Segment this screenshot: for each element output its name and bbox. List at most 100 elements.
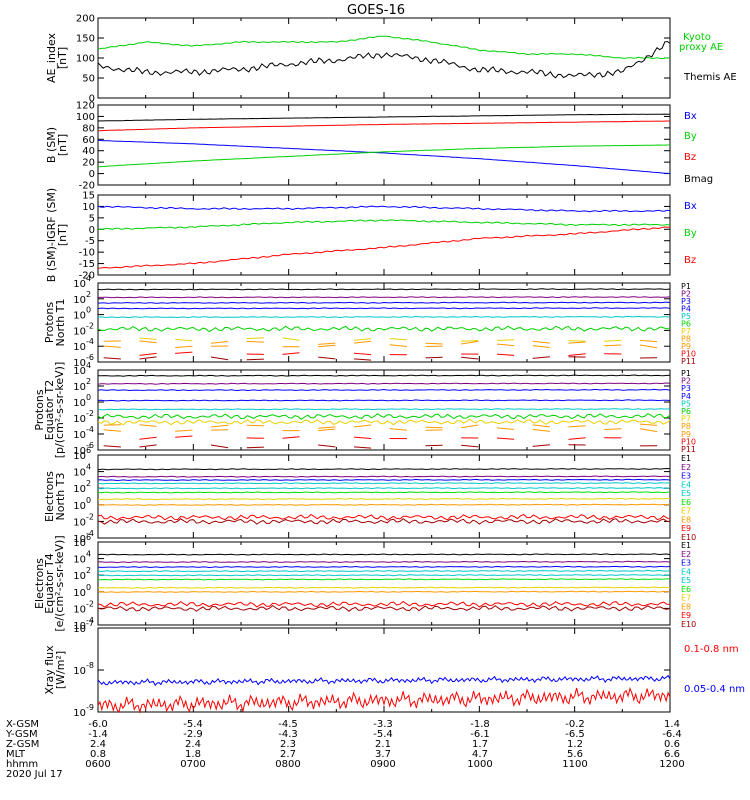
channel-line [97, 586, 671, 589]
channel-label: P8 [681, 422, 691, 431]
footer-value: -2.9 [183, 729, 203, 740]
channel-line [318, 444, 336, 448]
channel-label: P9 [681, 342, 691, 351]
channel-line [353, 446, 372, 449]
channel-line [97, 491, 671, 494]
y-axis-label: Protons [43, 302, 56, 343]
channel-line [97, 478, 671, 482]
y-tick-label: 10 [73, 366, 86, 377]
panel-frame [97, 282, 671, 363]
channel-line [97, 315, 671, 319]
channel-label: E9 [681, 611, 691, 620]
y-tick-exponent: -8 [86, 661, 94, 670]
series-line [97, 113, 670, 122]
channel-line [97, 382, 671, 385]
footer-value: 1.7 [472, 739, 488, 750]
channel-label: P3 [681, 384, 691, 393]
y-tick-label: -5 [85, 236, 95, 247]
footer-value: 5.6 [567, 749, 583, 760]
y-tick-label: 10 [73, 430, 86, 441]
channel-label: P11 [681, 445, 696, 454]
channel-label: E8 [681, 515, 691, 524]
y-tick-label: 10 [73, 311, 86, 322]
y-tick-label: 10 [73, 571, 86, 582]
y-tick-exponent: 6 [86, 533, 91, 542]
channel-line [97, 482, 671, 485]
channel-label: E6 [681, 498, 691, 507]
channel-label: E2 [681, 550, 691, 559]
channel-label: P10 [681, 350, 696, 359]
channel-label: E7 [681, 594, 691, 603]
channel-line [175, 351, 193, 354]
channel-line [532, 428, 550, 432]
channel-line [353, 358, 372, 361]
y-tick-label: -15 [79, 259, 95, 270]
y-tick-exponent: -4 [86, 337, 94, 346]
y-tick-label: -20 [79, 271, 95, 282]
y-axis-label: B (SM)-IGRF (SM) [45, 188, 58, 282]
y-axis-label: [nT] [56, 134, 69, 156]
channel-line [461, 340, 479, 345]
channel-line [97, 604, 671, 612]
footer-row-label: MLT [6, 749, 26, 760]
y-tick-label: 120 [76, 101, 95, 112]
footer-value: -1.8 [470, 719, 490, 730]
y-tick-label: 0 [89, 169, 95, 180]
y-tick-exponent: 4 [86, 274, 91, 283]
series-line [97, 144, 670, 168]
y-tick-label: 20 [82, 158, 95, 169]
series-line [97, 674, 671, 687]
footer-value: 1100 [562, 759, 587, 770]
footer-row-label: X-GSM [6, 719, 39, 730]
footer-value: 0600 [85, 759, 110, 770]
y-tick-exponent: 4 [86, 463, 91, 472]
channel-line [461, 356, 479, 360]
y-tick-label: 200 [76, 14, 95, 25]
channel-line [353, 352, 372, 356]
channel-line [604, 339, 622, 342]
y-tick-exponent: 4 [86, 361, 91, 370]
channel-line [139, 424, 157, 427]
footer-row-label: Z-GSM [6, 739, 39, 750]
channel-line [425, 426, 443, 429]
y-tick-label: 10 [73, 604, 86, 615]
channel-label: P10 [681, 437, 696, 446]
channel-line [175, 338, 193, 342]
series-line [97, 686, 671, 714]
y-tick-label: 10 [73, 398, 86, 409]
channel-line [97, 288, 671, 291]
y-tick-label: 0 [89, 225, 95, 236]
y-tick-label: 10 [73, 451, 86, 462]
y-tick-exponent: 0 [86, 306, 91, 315]
channel-line [318, 356, 336, 360]
channel-line [246, 341, 264, 343]
channel-line [139, 337, 157, 340]
channel-label: P5 [681, 312, 691, 321]
y-tick-label: 10 [73, 358, 86, 369]
channel-line [103, 445, 121, 448]
channel-label: P7 [681, 415, 691, 424]
channel-line [496, 427, 515, 430]
channel-label: P4 [681, 305, 691, 314]
y-tick-exponent: -2 [86, 599, 94, 608]
y-tick-exponent: -4 [86, 529, 94, 538]
channel-line [604, 428, 622, 430]
y-tick-label: 150 [76, 34, 95, 45]
legend-entry: proxy AE [679, 42, 723, 53]
y-tick-exponent: 2 [86, 290, 91, 299]
channel-line [532, 444, 550, 447]
y-tick-exponent: -2 [86, 409, 94, 418]
channel-line [97, 325, 671, 333]
channel-line [318, 428, 336, 432]
y-axis-label: [nT] [56, 47, 69, 69]
y-tick-exponent: -4 [86, 425, 94, 434]
footer-value: 2.4 [185, 739, 201, 750]
y-tick-label: 10 [73, 501, 86, 512]
y-axis-label: [p/(cm²-s-sr-keV)] [53, 362, 66, 459]
y-tick-exponent: 6 [86, 446, 91, 455]
channel-line [210, 424, 229, 428]
channel-line [97, 565, 671, 569]
channel-line [568, 437, 586, 440]
channel-line [97, 413, 671, 420]
